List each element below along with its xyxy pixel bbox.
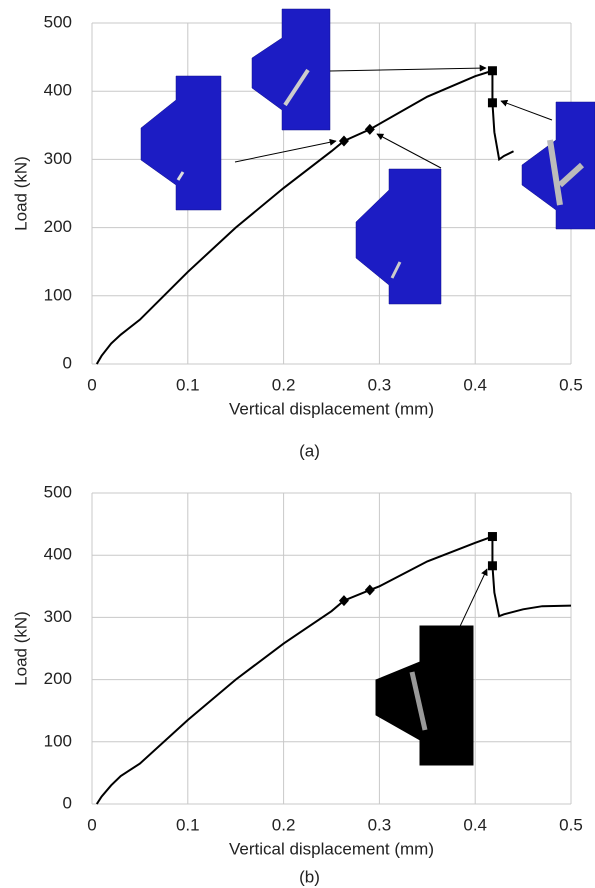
fe-inset <box>522 102 595 229</box>
y-tick-label: 100 <box>44 285 72 304</box>
square-marker <box>488 561 497 570</box>
x-tick-label: 0.1 <box>176 815 200 834</box>
y-tick-label: 100 <box>44 731 72 750</box>
x-tick-label: 0.3 <box>368 815 392 834</box>
y-tick-label: 500 <box>44 482 72 501</box>
x-tick-label: 0.2 <box>272 815 296 834</box>
x-tick-label: 0.4 <box>463 375 487 394</box>
y-tick-label: 200 <box>44 669 72 688</box>
y-tick-label: 400 <box>44 81 72 100</box>
caption: (a) <box>299 441 320 460</box>
fe-inset <box>252 9 330 130</box>
square-marker <box>488 98 497 107</box>
data-line <box>97 537 571 804</box>
fe-inset <box>376 626 473 765</box>
y-tick-label: 500 <box>44 12 72 31</box>
square-marker <box>488 532 497 541</box>
x-axis-title: Vertical displacement (mm) <box>229 839 434 858</box>
y-tick-label: 400 <box>44 545 72 564</box>
x-tick-label: 0.1 <box>176 375 200 394</box>
x-axis-title: Vertical displacement (mm) <box>229 399 434 418</box>
caption: (b) <box>299 867 320 886</box>
diamond-marker <box>365 124 375 135</box>
x-tick-label: 0.3 <box>368 375 392 394</box>
x-tick-label: 0.5 <box>559 815 583 834</box>
x-tick-label: 0.4 <box>463 815 487 834</box>
y-axis-title: Load (kN) <box>11 156 30 231</box>
fe-inset <box>356 169 441 304</box>
fe-inset <box>141 76 221 210</box>
y-tick-label: 300 <box>44 149 72 168</box>
page: {"chart_data": [ {"type": "line", "capti… <box>0 0 595 888</box>
square-marker <box>488 66 497 75</box>
y-axis-title: Load (kN) <box>11 611 30 686</box>
plots: 0 100 200 300 400 500 0 0.1 0.2 0.3 0.4 0.5 Vertical… <box>11 12 582 886</box>
x-tick-label: 0 <box>87 815 96 834</box>
x-tick-label: 0.5 <box>559 375 583 394</box>
y-tick-label: 0 <box>63 793 72 812</box>
y-tick-label: 200 <box>44 217 72 236</box>
y-tick-label: 300 <box>44 607 72 626</box>
x-tick-label: 0 <box>87 375 96 394</box>
diamond-marker <box>365 585 375 596</box>
x-tick-label: 0.2 <box>272 375 296 394</box>
y-tick-label: 0 <box>63 353 72 372</box>
figure: 0 100 200 300 400 500 0 0.1 0.2 0.3 0.4 0.5 Vertical… <box>0 0 595 888</box>
